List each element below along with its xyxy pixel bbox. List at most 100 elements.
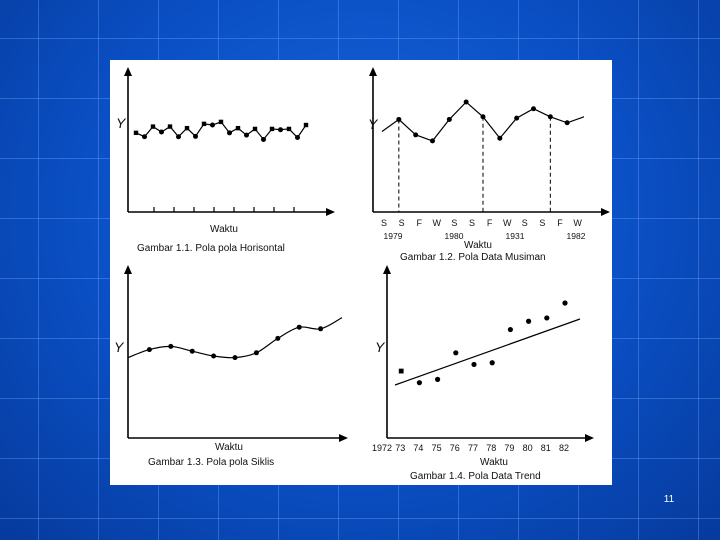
cyclical-data-point [253,350,259,356]
seasonal-season-tick: S [451,218,457,228]
horizontal-data-point [227,130,232,136]
seasonal-year-tick: 1980 [445,231,464,241]
trend-x-tick: 77 [468,443,478,453]
seasonal-series-line [381,101,585,142]
seasonal-caption: Gambar 1.2. Pola Data Musiman [400,252,546,263]
seasonal-x-arrow [601,208,610,216]
figure-svg: Y Waktu Gambar 1.1. Pola pola Horisontal Y S… [114,67,610,482]
trend-caption: Gambar 1.4. Pola Data Trend [410,471,541,482]
seasonal-data-point [547,114,553,120]
horizontal-y-label: Y [116,115,127,131]
horizontal-data-point [218,119,224,125]
seasonal-season-tick: W [573,218,582,228]
trend-x-label: Waktu [480,457,508,468]
seasonal-data-point [396,116,402,122]
horizontal-caption: Gambar 1.1. Pola pola Horisontal [137,243,285,254]
cyclical-data-point [168,343,174,349]
seasonal-data-point [480,114,486,120]
trend-x-tick: 79 [504,443,514,453]
horizontal-data-point [176,134,181,140]
trend-x-tick: 76 [450,443,460,453]
horizontal-data-point [159,129,164,135]
seasonal-data-point [497,135,503,141]
trend-x-tick: 1972 [372,443,392,453]
trend-y-label: Y [375,339,386,355]
cyclical-data-point [296,324,302,330]
cyclical-x-arrow [339,434,348,442]
horizontal-data-point [286,126,292,132]
trend-x-arrow [585,434,594,442]
seasonal-y-label: Y [368,116,379,132]
cyclical-data-point [275,335,281,341]
trend-data-point [416,380,422,386]
seasonal-year-tick: 1979 [384,231,403,241]
trend-x-tick: 80 [523,443,533,453]
cyclical-y-label: Y [114,339,125,355]
horizontal-y-arrow [124,67,132,76]
seasonal-y-arrow [369,67,377,76]
horizontal-data-point [167,124,173,129]
trend-data-point [562,300,568,306]
trend-x-tick: 74 [413,443,423,453]
seasonal-season-tick: S [469,218,475,228]
seasonal-data-point [413,132,419,138]
trend-data-point [544,315,550,321]
horizontal-x-label: Waktu [210,224,238,235]
trend-data-point [471,361,477,368]
horizontal-x-arrow [326,208,335,216]
cyclical-data-point [232,355,238,361]
horizontal-data-point [269,126,275,132]
seasonal-season-tick: S [539,218,545,228]
trend-data-point [453,350,459,356]
seasonal-x-label: Waktu [464,240,492,251]
figure-panel: Y Waktu Gambar 1.1. Pola pola Horisontal Y S… [110,60,612,485]
trend-data-point [398,368,404,374]
seasonal-year-tick: 1931 [506,231,525,241]
trend-x-tick: 82 [559,443,569,453]
cyclical-y-arrow [124,265,132,274]
trend-x-tick: 78 [486,443,496,453]
slide-number: 11 [663,494,675,505]
trend-y-arrow [383,265,391,274]
seasonal-data-point [564,120,570,126]
seasonal-season-tick: F [557,218,563,228]
horizontal-data-point [278,127,283,133]
horizontal-data-point [201,121,207,127]
seasonal-season-tick: S [522,218,528,228]
seasonal-data-point [531,106,536,112]
horizontal-data-point [150,124,156,129]
seasonal-season-tick: W [433,218,442,228]
horizontal-data-point [244,132,249,138]
seasonal-season-tick: W [503,218,512,228]
seasonal-season-tick: F [416,218,422,228]
horizontal-data-point [295,135,300,140]
seasonal-data-point [430,138,435,144]
seasonal-season-tick: F [487,218,493,228]
horizontal-data-point [193,133,198,139]
trend-line [394,318,581,386]
seasonal-year-tick: 1982 [567,231,586,241]
trend-data-point [435,376,441,382]
horizontal-data-point [235,125,241,131]
horizontal-data-point [142,134,147,140]
cyclical-data-point [146,347,152,353]
seasonal-season-tick: S [381,218,387,228]
cyclical-data-point [189,348,195,354]
trend-x-tick: 73 [395,443,405,453]
trend-x-tick: 81 [541,443,551,453]
cyclical-data-point [318,326,324,332]
horizontal-data-point [133,130,139,136]
horizontal-data-point [303,122,309,128]
horizontal-data-point [184,125,190,131]
horizontal-data-point [252,126,258,132]
seasonal-season-tick: S [399,218,405,228]
cyclical-data-point [211,353,217,359]
trend-data-point [526,318,532,324]
trend-x-tick: 75 [432,443,442,453]
cyclical-series-line [127,317,343,359]
horizontal-data-point [261,136,266,142]
trend-data-point [507,326,513,333]
cyclical-x-label: Waktu [215,442,243,453]
seasonal-data-point [514,115,520,121]
horizontal-data-point [210,122,215,128]
